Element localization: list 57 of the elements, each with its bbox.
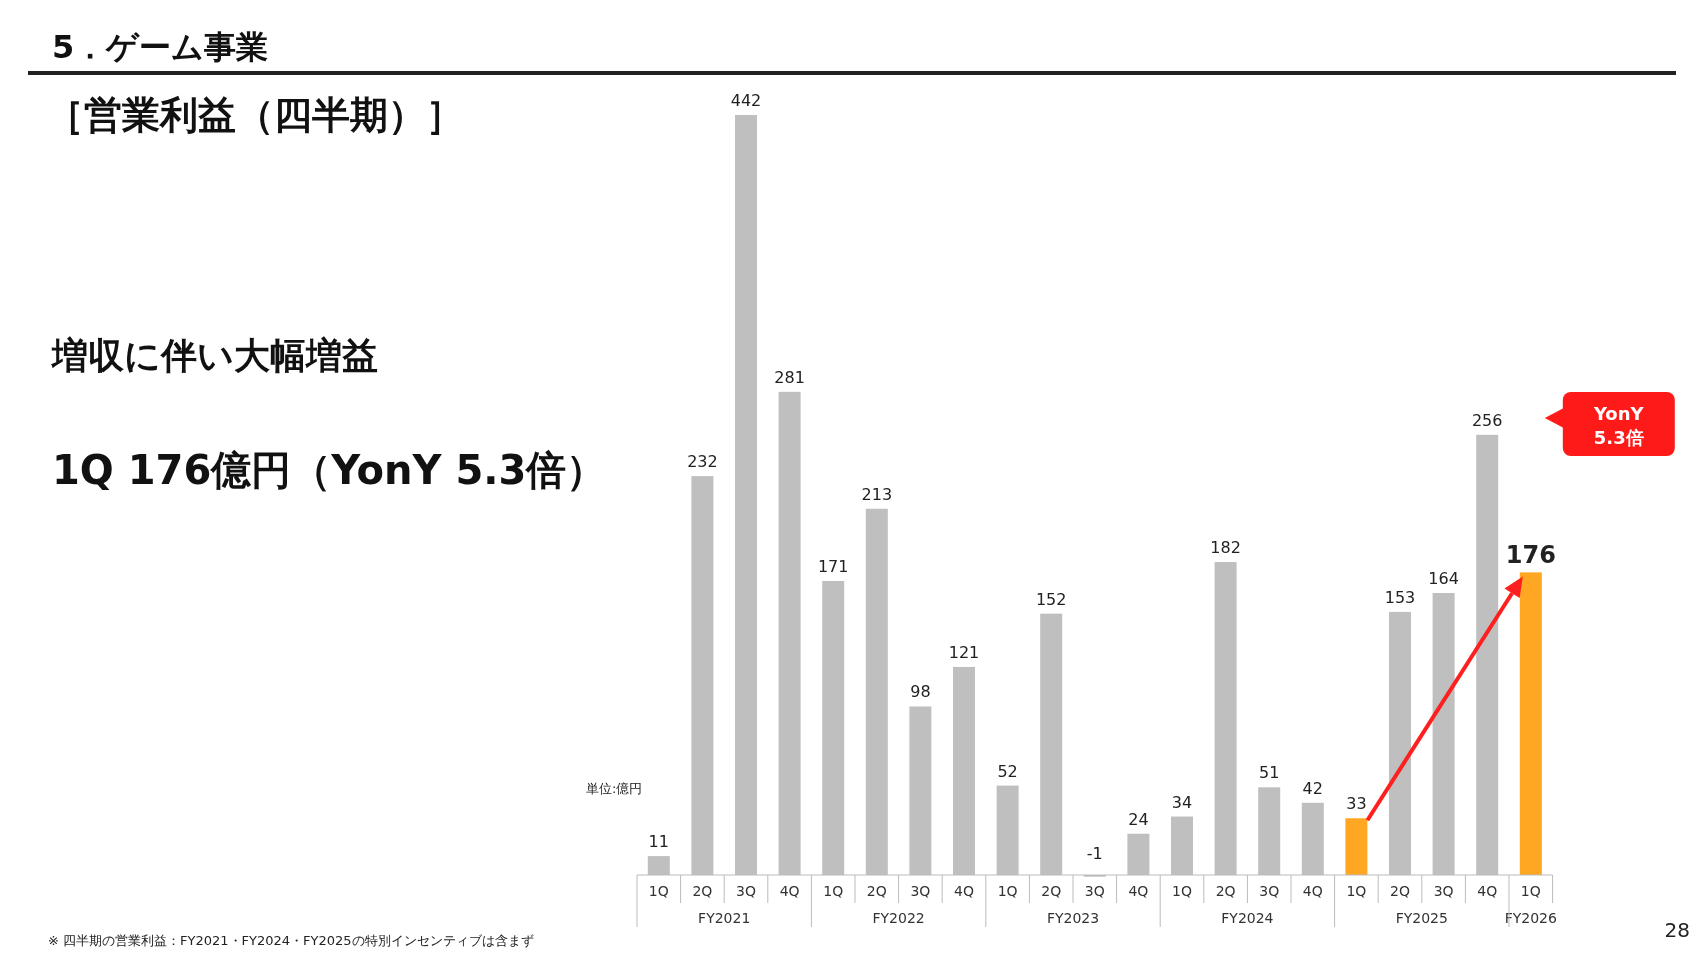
x-tick-label: 1Q	[997, 883, 1018, 899]
x-tick-label: 3Q	[736, 883, 756, 899]
x-tick-label: 2Q	[1041, 883, 1062, 899]
data-label: 281	[774, 367, 805, 387]
text: ※ 四半期の営業利益：FY2021・FY2024・FY2025の特別インセンティブは含まず	[48, 933, 534, 948]
bar	[1519, 572, 1542, 875]
text: 5．ゲーム事業	[52, 28, 269, 66]
data-label: 213	[861, 484, 893, 504]
x-tick-label: 1Q	[1520, 883, 1541, 899]
data-label: 152	[1035, 589, 1067, 609]
x-tick-label: 4Q	[779, 883, 800, 899]
data-label: 121	[948, 642, 980, 662]
text: FY2024	[1221, 910, 1274, 926]
text: FY2026	[1504, 910, 1558, 926]
data-label: 164	[1428, 569, 1459, 589]
text: FY2025	[1395, 910, 1448, 926]
text: FY2023	[1046, 910, 1100, 926]
data-label: 256	[1471, 410, 1503, 430]
x-tick-label: 3Q	[1084, 883, 1105, 899]
x-tick-label: 2Q	[1215, 883, 1236, 899]
annotation: 単位:億円	[586, 781, 643, 796]
data-label: 51	[1259, 763, 1280, 783]
data-label: 33	[1346, 794, 1367, 814]
x-tick-label: 1Q	[1172, 883, 1192, 899]
text: 増収に伴い大幅増益	[50, 335, 378, 376]
text: FY2022	[872, 910, 925, 926]
data-label: 232	[687, 452, 718, 472]
text: ［営業利益（四半期）］	[46, 93, 464, 137]
text: 28	[1664, 918, 1690, 942]
x-tick-label: 1Q	[1346, 883, 1367, 899]
data-label: 153	[1384, 587, 1416, 607]
x-tick-label: 1Q	[823, 883, 844, 899]
text: 1Q 176億円（YonY 5.3倍）	[52, 447, 607, 493]
text: FY2021	[698, 910, 751, 926]
data-label: 11	[648, 832, 669, 852]
x-tick-label: 4Q	[1302, 883, 1323, 899]
data-label: 24	[1128, 809, 1149, 829]
data-label: 34	[1171, 792, 1193, 812]
x-tick-label: 1Q	[648, 883, 669, 899]
data-label: -1	[1086, 844, 1103, 863]
data-label: 52	[997, 761, 1018, 781]
x-tick-label: 4Q	[1477, 883, 1498, 899]
data-label: 42	[1302, 778, 1323, 798]
x-tick-label: 3Q	[1259, 883, 1280, 899]
data-label: 182	[1210, 538, 1241, 558]
x-tick-label: 2Q	[866, 883, 887, 899]
x-tick-label: 4Q	[1128, 883, 1149, 899]
x-tick-label: 2Q	[1390, 883, 1410, 899]
data-label: 442	[730, 91, 762, 110]
bar	[1345, 818, 1368, 875]
x-tick-label: 2Q	[692, 883, 713, 899]
x-tick-label: 3Q	[910, 883, 931, 899]
x-tick-label: 3Q	[1433, 883, 1454, 899]
data-label: 171	[817, 556, 849, 576]
data-label: 98	[910, 682, 931, 702]
data-label: 176	[1505, 541, 1556, 570]
x-tick-label: 4Q	[954, 883, 974, 899]
